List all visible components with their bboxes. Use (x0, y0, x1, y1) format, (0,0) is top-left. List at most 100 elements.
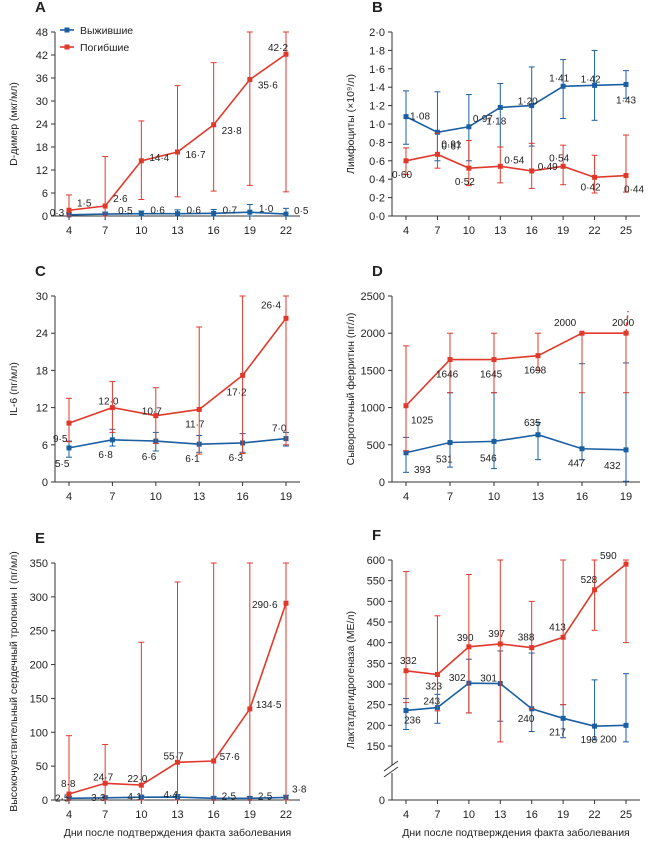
data-point (560, 715, 566, 721)
y-tick-label: 550 (367, 576, 385, 588)
data-point (211, 210, 217, 216)
y-tick-label: 12 (36, 165, 48, 177)
x-tick-label: 4 (66, 225, 72, 237)
x-tick-label: 13 (193, 491, 205, 503)
data-point (623, 561, 629, 567)
data-point (623, 722, 629, 728)
data-point (247, 706, 253, 712)
data-point (623, 447, 629, 453)
data-label: 332 (400, 656, 417, 667)
extrapolation-line (625, 310, 629, 334)
data-label: 134·5 (256, 700, 282, 711)
y-tick-label: 200 (367, 720, 385, 732)
data-label: 388 (518, 633, 535, 644)
data-label: 12·0 (98, 397, 118, 408)
data-point (535, 432, 541, 438)
y-axis-title: Лактатдегидрогеназа (МЕ/л) (345, 611, 357, 749)
x-tick-label: 4 (403, 491, 409, 503)
y-tick-label: 2500 (361, 291, 385, 303)
x-axis-title: Дни после подтверждения факта заболевани… (64, 827, 292, 839)
data-label: 301 (480, 674, 497, 685)
x-tick-label: 7 (447, 491, 453, 503)
y-tick-label: 150 (30, 693, 48, 705)
x-tick-label: 7 (102, 225, 108, 237)
legend-marker-deaths (64, 44, 70, 50)
data-label: 236 (404, 715, 421, 726)
data-point (529, 103, 535, 109)
data-label: 11·7 (185, 419, 205, 430)
data-label: 0·42 (581, 182, 601, 193)
panel-d: D 0 500 1000 1500 2000 2500 4 7 10 13 16 19 Сывороточ… (345, 263, 640, 503)
data-point (403, 114, 409, 120)
data-label: 1645 (480, 370, 503, 381)
data-label: 2·6 (113, 194, 128, 205)
y-tick-label: 350 (30, 558, 48, 570)
y-axis-title: Сывороточный ферритин (пг/л) (345, 313, 357, 466)
y-tick-label: 1·6 (369, 64, 385, 76)
data-point (592, 174, 598, 180)
data-label: 0·52 (455, 177, 475, 188)
data-point (560, 634, 566, 640)
y-tick-label: 30 (36, 291, 48, 303)
y-tick-label: 42 (36, 50, 48, 62)
y-axis-title: D-димер (мкг/мл) (8, 82, 20, 166)
data-label: 2000 (612, 318, 635, 329)
data-label: 447 (568, 459, 585, 470)
data-label: 1025 (411, 416, 434, 427)
data-point (283, 600, 289, 606)
x-tick-label: 10 (463, 809, 475, 821)
data-point (196, 406, 202, 412)
panel-letter: B (372, 0, 383, 16)
y-axis-title: Высокочувствительный сердечный тропонин … (8, 551, 20, 812)
data-label: 432 (604, 461, 621, 472)
data-label: 0·54 (504, 155, 524, 166)
data-label: 0·44 (624, 185, 644, 196)
y-tick-label: 600 (367, 555, 385, 567)
y-tick-label: 30 (36, 96, 48, 108)
y-tick-label: 300 (367, 679, 385, 691)
data-point (175, 759, 180, 765)
x-tick-label: 22 (280, 225, 292, 237)
data-point (466, 124, 472, 130)
data-point (592, 723, 598, 729)
data-point (138, 782, 144, 788)
y-tick-label: 0·4 (369, 174, 385, 186)
y-tick-label: 250 (367, 700, 385, 712)
x-tick-label: 16 (576, 491, 588, 503)
data-point (240, 372, 246, 378)
data-label: 290·6 (252, 600, 278, 611)
y-tick-label: 100 (30, 727, 48, 739)
y-tick-label: 500 (367, 596, 385, 608)
series-line (68, 437, 287, 449)
legend: Выжившие Погибшие (60, 25, 133, 54)
data-label: 390 (457, 633, 474, 644)
data-point (247, 77, 253, 83)
x-tick-label: 19 (280, 491, 292, 503)
x-tick-label: 7 (434, 225, 440, 237)
series-survivors: 393 531 546 635 447 432 (403, 362, 629, 482)
x-tick-label: 4 (403, 225, 409, 237)
x-tick-label: 22 (588, 225, 600, 237)
y-axis-title: IL-6 (пг/мл) (8, 362, 20, 416)
y-tick-label: 400 (367, 638, 385, 650)
x-tick-label: 10 (463, 225, 475, 237)
data-label: 8·8 (61, 779, 76, 790)
data-label: 16·7 (186, 150, 206, 161)
data-point (283, 211, 289, 217)
data-label: 635 (524, 418, 541, 429)
y-tick-label: 50 (36, 761, 48, 773)
y-tick-label: 2·0 (369, 27, 385, 39)
data-point (491, 357, 497, 363)
data-point (153, 413, 159, 419)
panel-letter: E (35, 530, 45, 547)
x-tick-label: 25 (620, 809, 632, 821)
y-tick-label: 1·8 (369, 45, 385, 57)
data-point (434, 671, 440, 677)
data-point (66, 420, 72, 426)
data-label: 4·1 (127, 792, 142, 803)
data-label: 528 (581, 575, 598, 586)
data-label: 6·3 (229, 453, 244, 464)
data-label: 7·0 (272, 424, 287, 435)
data-label: 0·7 (223, 205, 238, 216)
